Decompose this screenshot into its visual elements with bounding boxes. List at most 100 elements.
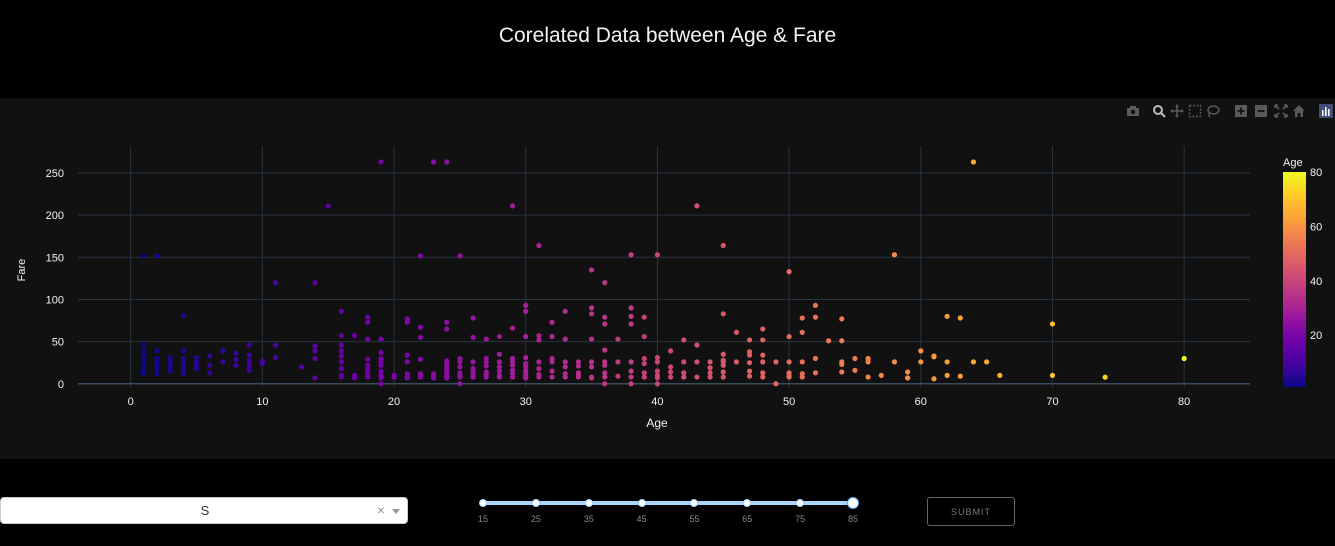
slider-mark-label: 45 xyxy=(636,514,647,524)
data-point xyxy=(628,381,634,387)
data-point xyxy=(628,313,634,319)
data-point xyxy=(207,353,213,359)
data-point xyxy=(536,366,542,372)
data-point xyxy=(786,359,792,365)
data-point xyxy=(957,373,963,379)
data-point xyxy=(575,363,582,369)
data-point xyxy=(944,359,950,365)
data-point xyxy=(549,374,555,380)
data-point xyxy=(404,319,410,325)
data-point xyxy=(536,359,542,365)
slider-dot[interactable] xyxy=(584,499,593,507)
data-point xyxy=(905,369,911,375)
box-select-icon[interactable] xyxy=(1188,104,1202,118)
data-point xyxy=(1049,372,1056,378)
slider-dot[interactable] xyxy=(743,499,752,507)
submit-button[interactable]: SUBMIT xyxy=(927,497,1015,526)
data-point xyxy=(588,336,595,342)
data-point xyxy=(786,269,792,275)
data-point xyxy=(562,374,568,380)
data-point xyxy=(536,374,542,380)
data-point xyxy=(641,374,647,380)
data-point xyxy=(720,374,726,380)
data-point xyxy=(891,252,898,258)
data-point xyxy=(417,374,423,380)
slider-dot[interactable] xyxy=(690,499,699,507)
data-point xyxy=(141,360,147,366)
data-point xyxy=(812,355,819,362)
data-point xyxy=(444,326,450,332)
data-point xyxy=(523,363,529,369)
data-point xyxy=(628,374,634,380)
data-point xyxy=(667,364,674,370)
data-point xyxy=(707,374,713,380)
dropdown-selected-value: S xyxy=(200,503,210,518)
chevron-down-icon[interactable] xyxy=(392,509,400,514)
data-point xyxy=(799,359,805,365)
data-point xyxy=(549,368,555,374)
slider-dot[interactable] xyxy=(531,499,540,507)
slider-dot[interactable] xyxy=(796,499,805,507)
data-point xyxy=(681,370,687,376)
data-point xyxy=(365,314,371,320)
data-point xyxy=(154,366,160,372)
data-point xyxy=(654,252,661,258)
data-point xyxy=(694,203,700,209)
data-point xyxy=(338,353,344,359)
data-point xyxy=(865,374,871,380)
data-point xyxy=(628,305,634,311)
data-point xyxy=(918,359,924,365)
data-point xyxy=(272,342,279,348)
lasso-icon[interactable] xyxy=(1206,104,1220,118)
slider-dot[interactable] xyxy=(637,499,646,507)
slider-mark-label: 55 xyxy=(689,514,700,524)
data-point xyxy=(141,253,147,259)
data-point xyxy=(509,362,516,368)
reset-home-icon[interactable] xyxy=(1292,104,1306,118)
zoom-in-icon[interactable] xyxy=(1234,104,1248,118)
data-point xyxy=(365,319,371,325)
data-point xyxy=(562,308,568,314)
data-point xyxy=(299,364,305,370)
data-point xyxy=(839,316,845,322)
slider-handle[interactable] xyxy=(847,497,859,509)
data-point xyxy=(193,366,200,372)
zoom-icon[interactable] xyxy=(1152,104,1166,118)
pan-icon[interactable] xyxy=(1170,104,1184,118)
embarked-dropdown[interactable]: S × xyxy=(0,497,408,524)
data-point xyxy=(312,343,318,349)
plotly-logo-icon[interactable] xyxy=(1319,104,1333,118)
data-point xyxy=(891,359,898,365)
data-point xyxy=(536,337,542,343)
data-point xyxy=(746,352,753,358)
plot-area-background xyxy=(0,98,1335,459)
clear-icon[interactable]: × xyxy=(376,502,385,518)
zoom-out-icon[interactable] xyxy=(1254,104,1268,118)
data-point xyxy=(588,311,595,317)
data-point xyxy=(641,360,647,367)
data-point xyxy=(654,359,661,365)
data-point xyxy=(536,333,542,339)
data-point xyxy=(404,359,410,365)
data-point xyxy=(417,334,423,341)
camera-icon[interactable] xyxy=(1126,104,1140,118)
data-point xyxy=(193,355,200,361)
data-point xyxy=(483,359,489,365)
data-point xyxy=(523,333,529,340)
y-tick-label: 250 xyxy=(46,168,64,180)
x-axis-label: Age xyxy=(646,416,668,430)
data-point xyxy=(997,372,1003,378)
data-point xyxy=(602,362,608,368)
data-point xyxy=(523,375,529,381)
slider-handle[interactable] xyxy=(479,499,487,507)
data-point xyxy=(378,159,384,165)
data-point xyxy=(509,374,516,380)
slider-track[interactable] xyxy=(483,501,853,505)
x-tick-label: 70 xyxy=(1046,396,1058,408)
data-point xyxy=(351,375,358,381)
data-point xyxy=(970,359,977,365)
age-range-slider[interactable]: 15 25 35 45 55 65 75 85 xyxy=(476,494,866,534)
data-point xyxy=(246,352,252,358)
autoscale-icon[interactable] xyxy=(1274,104,1288,118)
data-point xyxy=(457,374,463,380)
